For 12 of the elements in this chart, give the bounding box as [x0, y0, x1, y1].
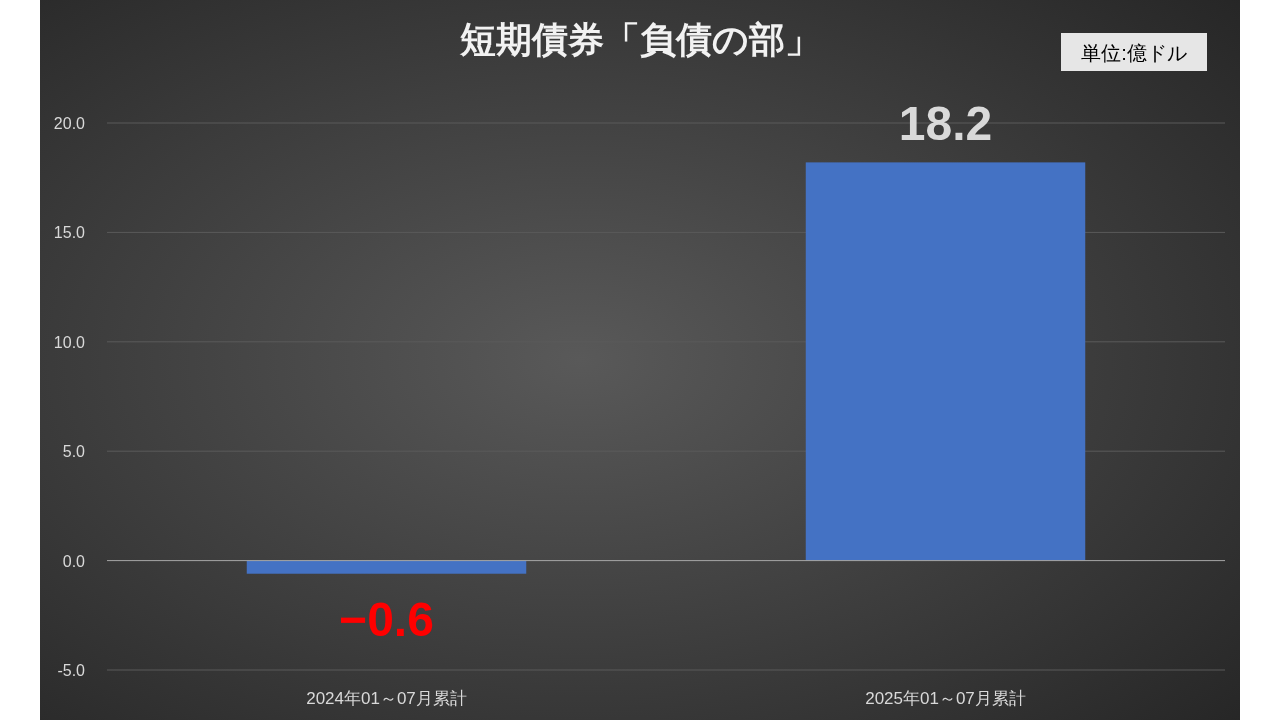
y-tick-label: 20.0 — [53, 115, 86, 132]
x-tick-label: 2024年01～07月累計 — [306, 689, 467, 708]
data-label: 18.2 — [898, 97, 993, 151]
data-label: −0.6 — [339, 592, 434, 646]
y-tick-label: 15.0 — [53, 224, 86, 242]
y-tick-label: 0.0 — [62, 552, 86, 570]
y-tick-label: 5.0 — [62, 443, 86, 461]
y-tick-label: 10.0 — [53, 333, 86, 351]
text: 単位:億ドル — [1081, 42, 1187, 64]
y-tick-label: -5.0 — [57, 662, 86, 679]
x-tick-label: 2025年01～07月累計 — [865, 689, 1026, 708]
chart-title: 短期債券「負債の部」 — [458, 19, 821, 60]
